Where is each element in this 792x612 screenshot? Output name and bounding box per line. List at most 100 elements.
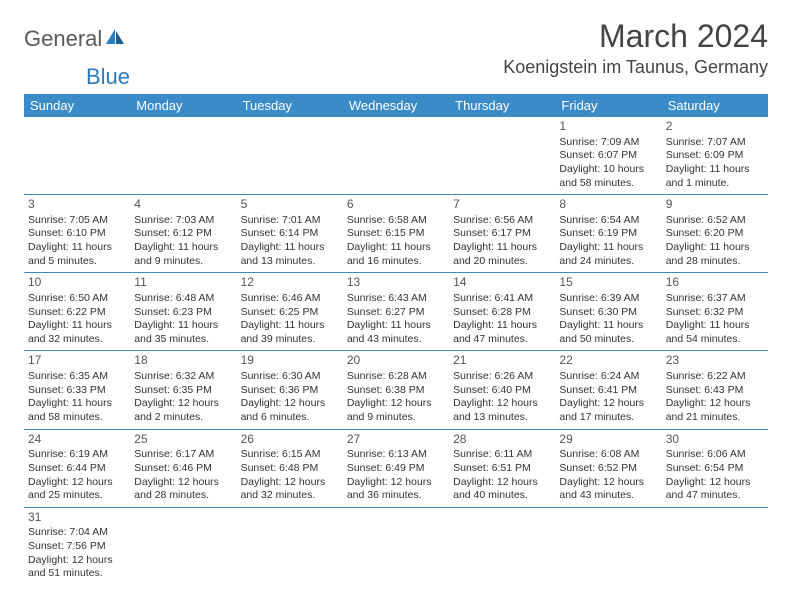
day-info-line: and 40 minutes. [453, 489, 551, 503]
day-info: Sunrise: 6:26 AMSunset: 6:40 PMDaylight:… [453, 370, 551, 425]
day-info: Sunrise: 6:22 AMSunset: 6:43 PMDaylight:… [666, 370, 764, 425]
day-info: Sunrise: 6:37 AMSunset: 6:32 PMDaylight:… [666, 292, 764, 347]
day-info-line: Daylight: 11 hours [241, 319, 339, 333]
day-info-line: Daylight: 11 hours [666, 241, 764, 255]
day-info-line: and 17 minutes. [559, 411, 657, 425]
day-info-line: Sunrise: 6:54 AM [559, 214, 657, 228]
day-info: Sunrise: 6:17 AMSunset: 6:46 PMDaylight:… [134, 448, 232, 503]
day-number: 17 [28, 353, 126, 369]
day-info-line: and 58 minutes. [559, 177, 657, 191]
calendar-day-cell: 21Sunrise: 6:26 AMSunset: 6:40 PMDayligh… [449, 351, 555, 429]
day-info-line: Sunset: 6:07 PM [559, 149, 657, 163]
calendar-day-cell: 29Sunrise: 6:08 AMSunset: 6:52 PMDayligh… [555, 429, 661, 507]
day-info-line: Sunset: 6:17 PM [453, 227, 551, 241]
day-info-line: Sunset: 6:46 PM [134, 462, 232, 476]
day-info-line: Sunrise: 6:56 AM [453, 214, 551, 228]
day-info: Sunrise: 7:09 AMSunset: 6:07 PMDaylight:… [559, 136, 657, 191]
day-info-line: Sunset: 6:44 PM [28, 462, 126, 476]
calendar-day-cell: 26Sunrise: 6:15 AMSunset: 6:48 PMDayligh… [237, 429, 343, 507]
day-info-line: and 47 minutes. [453, 333, 551, 347]
day-info-line: and 13 minutes. [241, 255, 339, 269]
day-info-line: Daylight: 11 hours [666, 319, 764, 333]
calendar-day-cell [237, 117, 343, 195]
day-info-line: Sunrise: 6:17 AM [134, 448, 232, 462]
calendar-day-cell: 2Sunrise: 7:07 AMSunset: 6:09 PMDaylight… [662, 117, 768, 195]
calendar-day-cell: 31Sunrise: 7:04 AMSunset: 7:56 PMDayligh… [24, 507, 130, 585]
day-number: 2 [666, 119, 764, 135]
day-info: Sunrise: 6:19 AMSunset: 6:44 PMDaylight:… [28, 448, 126, 503]
weekday-header: Friday [555, 94, 661, 117]
day-info-line: Sunset: 6:15 PM [347, 227, 445, 241]
day-info-line: Sunset: 6:33 PM [28, 384, 126, 398]
day-info-line: Sunrise: 6:30 AM [241, 370, 339, 384]
calendar-day-cell: 3Sunrise: 7:05 AMSunset: 6:10 PMDaylight… [24, 195, 130, 273]
day-info-line: Sunset: 6:49 PM [347, 462, 445, 476]
day-info-line: and 58 minutes. [28, 411, 126, 425]
day-info: Sunrise: 6:35 AMSunset: 6:33 PMDaylight:… [28, 370, 126, 425]
calendar-day-cell [555, 507, 661, 585]
calendar-day-cell: 8Sunrise: 6:54 AMSunset: 6:19 PMDaylight… [555, 195, 661, 273]
day-info: Sunrise: 6:15 AMSunset: 6:48 PMDaylight:… [241, 448, 339, 503]
day-info-line: and 32 minutes. [28, 333, 126, 347]
calendar-day-cell: 22Sunrise: 6:24 AMSunset: 6:41 PMDayligh… [555, 351, 661, 429]
day-info-line: and 43 minutes. [559, 489, 657, 503]
day-info-line: and 39 minutes. [241, 333, 339, 347]
day-number: 19 [241, 353, 339, 369]
day-info-line: Daylight: 12 hours [347, 397, 445, 411]
calendar-day-cell: 20Sunrise: 6:28 AMSunset: 6:38 PMDayligh… [343, 351, 449, 429]
day-info: Sunrise: 6:56 AMSunset: 6:17 PMDaylight:… [453, 214, 551, 269]
day-number: 15 [559, 275, 657, 291]
day-info: Sunrise: 6:24 AMSunset: 6:41 PMDaylight:… [559, 370, 657, 425]
day-info: Sunrise: 7:01 AMSunset: 6:14 PMDaylight:… [241, 214, 339, 269]
calendar-day-cell: 30Sunrise: 6:06 AMSunset: 6:54 PMDayligh… [662, 429, 768, 507]
day-number: 7 [453, 197, 551, 213]
day-info-line: Daylight: 11 hours [28, 319, 126, 333]
day-number: 31 [28, 510, 126, 526]
day-info-line: Sunrise: 6:46 AM [241, 292, 339, 306]
day-number: 9 [666, 197, 764, 213]
calendar-day-cell: 19Sunrise: 6:30 AMSunset: 6:36 PMDayligh… [237, 351, 343, 429]
day-info-line: Daylight: 11 hours [28, 241, 126, 255]
day-info: Sunrise: 6:58 AMSunset: 6:15 PMDaylight:… [347, 214, 445, 269]
day-info-line: and 1 minute. [666, 177, 764, 191]
calendar-day-cell [24, 117, 130, 195]
day-info-line: and 6 minutes. [241, 411, 339, 425]
day-number: 24 [28, 432, 126, 448]
calendar-day-cell: 27Sunrise: 6:13 AMSunset: 6:49 PMDayligh… [343, 429, 449, 507]
day-number: 12 [241, 275, 339, 291]
day-info-line: Daylight: 11 hours [241, 241, 339, 255]
calendar-table: Sunday Monday Tuesday Wednesday Thursday… [24, 94, 768, 585]
calendar-day-cell: 7Sunrise: 6:56 AMSunset: 6:17 PMDaylight… [449, 195, 555, 273]
day-info-line: Daylight: 12 hours [559, 476, 657, 490]
day-info: Sunrise: 7:03 AMSunset: 6:12 PMDaylight:… [134, 214, 232, 269]
day-number: 28 [453, 432, 551, 448]
day-number: 14 [453, 275, 551, 291]
day-info-line: and 24 minutes. [559, 255, 657, 269]
day-number: 6 [347, 197, 445, 213]
calendar-day-cell: 5Sunrise: 7:01 AMSunset: 6:14 PMDaylight… [237, 195, 343, 273]
day-info-line: and 25 minutes. [28, 489, 126, 503]
day-info: Sunrise: 6:28 AMSunset: 6:38 PMDaylight:… [347, 370, 445, 425]
calendar-day-cell [449, 507, 555, 585]
day-info-line: Sunset: 6:35 PM [134, 384, 232, 398]
day-info-line: Daylight: 12 hours [134, 397, 232, 411]
weekday-header: Thursday [449, 94, 555, 117]
day-info: Sunrise: 6:46 AMSunset: 6:25 PMDaylight:… [241, 292, 339, 347]
calendar-week-row: 10Sunrise: 6:50 AMSunset: 6:22 PMDayligh… [24, 273, 768, 351]
day-number: 1 [559, 119, 657, 135]
day-number: 18 [134, 353, 232, 369]
day-info-line: Sunset: 6:36 PM [241, 384, 339, 398]
day-info: Sunrise: 6:39 AMSunset: 6:30 PMDaylight:… [559, 292, 657, 347]
day-info-line: Sunset: 6:25 PM [241, 306, 339, 320]
day-info-line: Sunset: 6:27 PM [347, 306, 445, 320]
day-info-line: Sunrise: 7:05 AM [28, 214, 126, 228]
day-info-line: Daylight: 12 hours [241, 476, 339, 490]
calendar-day-cell: 18Sunrise: 6:32 AMSunset: 6:35 PMDayligh… [130, 351, 236, 429]
day-info-line: Daylight: 12 hours [453, 476, 551, 490]
day-info-line: Sunrise: 7:09 AM [559, 136, 657, 150]
day-info: Sunrise: 6:30 AMSunset: 6:36 PMDaylight:… [241, 370, 339, 425]
day-info-line: Sunset: 6:48 PM [241, 462, 339, 476]
day-info-line: Sunrise: 6:26 AM [453, 370, 551, 384]
day-info-line: Sunrise: 6:13 AM [347, 448, 445, 462]
day-info-line: Daylight: 12 hours [666, 476, 764, 490]
